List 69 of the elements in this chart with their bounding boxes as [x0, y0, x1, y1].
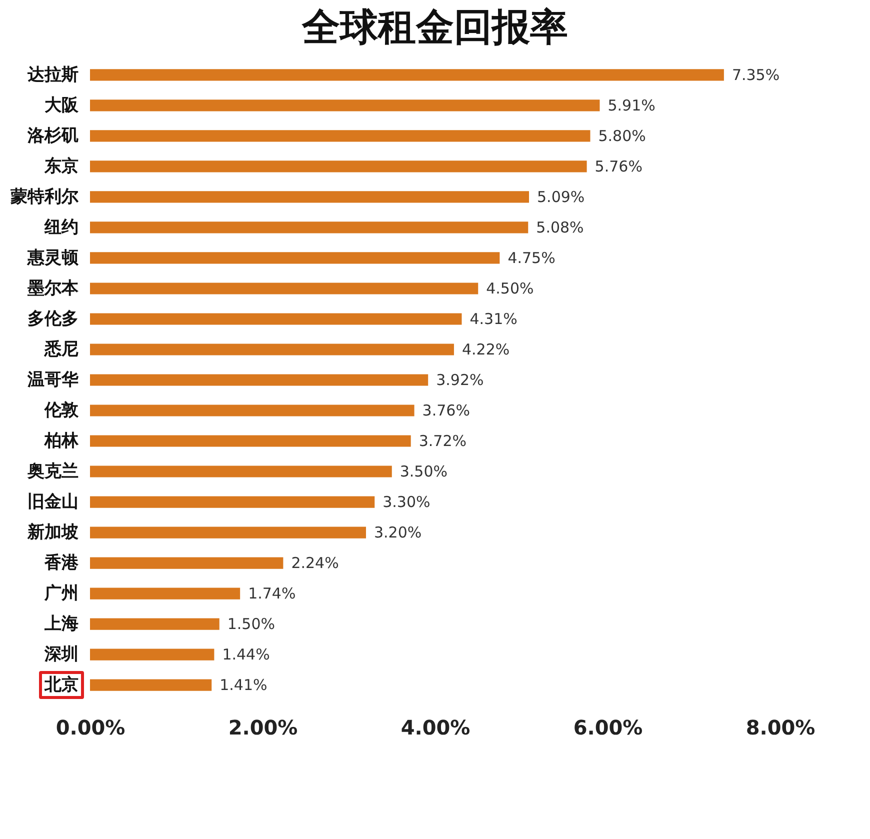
data-label: 5.91%	[608, 96, 656, 114]
bar	[90, 648, 214, 660]
data-label: 3.92%	[436, 371, 484, 389]
data-label: 7.35%	[732, 66, 780, 84]
bar	[90, 69, 724, 81]
bar	[90, 404, 414, 416]
bar	[90, 100, 600, 112]
data-label: 3.30%	[382, 493, 430, 512]
chart-title: 全球租金回报率	[301, 5, 568, 49]
data-label: 4.75%	[508, 248, 556, 267]
y-tick-label: 广州	[44, 584, 78, 604]
y-tick-label: 蒙特利尔	[10, 186, 80, 207]
y-tick-label: 深圳	[44, 644, 78, 665]
y-tick-label: 奥克兰	[26, 462, 78, 482]
data-label: 4.31%	[470, 310, 518, 328]
y-tick-label: 新加坡	[26, 522, 80, 543]
y-tick-label: 惠灵顿	[26, 248, 80, 268]
data-label: 3.50%	[400, 462, 448, 481]
bar	[90, 191, 530, 203]
bar	[90, 557, 284, 569]
x-tick-label: 4.00%	[400, 716, 470, 740]
y-tick-label: 悉尼	[44, 339, 78, 360]
data-label: 5.08%	[536, 218, 584, 236]
data-label: 1.74%	[248, 584, 296, 603]
bar	[90, 588, 240, 600]
data-label: 3.76%	[422, 402, 470, 420]
y-tick-label: 温哥华	[26, 370, 78, 390]
data-label: 4.50%	[486, 279, 534, 298]
x-tick-label: 6.00%	[573, 716, 643, 740]
bar	[90, 160, 587, 172]
y-tick-label: 伦敦	[44, 400, 80, 421]
y-tick-label: 洛杉矶	[26, 126, 78, 146]
y-tick-label: 纽约	[44, 217, 78, 238]
data-label: 4.22%	[462, 340, 510, 358]
bar	[90, 618, 220, 630]
bar	[90, 222, 528, 234]
y-tick-label: 墨尔本	[26, 278, 80, 298]
data-label: 1.44%	[222, 646, 270, 664]
data-label: 5.76%	[594, 157, 642, 176]
bar	[90, 130, 590, 142]
data-label: 1.50%	[227, 615, 276, 634]
data-label: 5.09%	[537, 188, 585, 206]
bar	[90, 679, 212, 691]
x-tick-label: 0.00%	[56, 716, 126, 740]
y-tick-label: 北京	[44, 675, 78, 696]
bar	[90, 466, 392, 478]
y-tick-label: 大阪	[44, 95, 80, 116]
y-tick-label: 达拉斯	[26, 64, 78, 85]
bar	[90, 313, 462, 325]
bar	[90, 435, 411, 447]
x-tick-label: 8.00%	[746, 716, 816, 740]
data-label: 5.80%	[598, 126, 646, 145]
y-tick-label: 上海	[44, 614, 78, 634]
data-label: 1.41%	[220, 676, 268, 694]
bar	[90, 496, 375, 508]
bar	[90, 344, 454, 356]
y-tick-label: 旧金山	[28, 492, 78, 512]
bar	[90, 374, 428, 386]
y-tick-label: 多伦多	[28, 308, 78, 329]
y-tick-label: 东京	[44, 156, 78, 176]
y-tick-label: 柏林	[44, 431, 80, 452]
data-label: 2.24%	[291, 554, 339, 572]
bar	[90, 526, 366, 538]
data-label: 3.20%	[374, 524, 422, 542]
bar	[90, 252, 500, 264]
data-label: 3.72%	[418, 432, 467, 450]
x-tick-label: 2.00%	[228, 716, 298, 740]
y-tick-label: 香港	[44, 553, 80, 574]
bar	[90, 282, 478, 294]
